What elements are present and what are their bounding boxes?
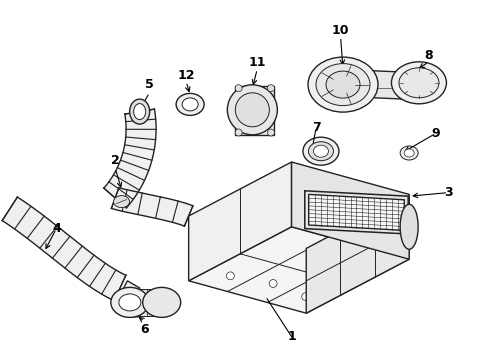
Polygon shape <box>360 70 402 99</box>
Polygon shape <box>111 188 193 226</box>
Ellipse shape <box>308 57 378 112</box>
Ellipse shape <box>400 204 418 249</box>
Text: 9: 9 <box>432 127 441 140</box>
Text: 7: 7 <box>312 121 320 134</box>
Ellipse shape <box>143 287 181 318</box>
Ellipse shape <box>119 294 141 311</box>
Ellipse shape <box>268 129 274 136</box>
Text: 11: 11 <box>248 57 266 69</box>
Text: 3: 3 <box>444 186 453 199</box>
Ellipse shape <box>303 137 339 165</box>
Ellipse shape <box>130 99 149 124</box>
Ellipse shape <box>268 85 274 92</box>
Ellipse shape <box>270 280 277 287</box>
Ellipse shape <box>176 93 204 116</box>
Ellipse shape <box>235 93 270 127</box>
Ellipse shape <box>111 287 149 318</box>
Polygon shape <box>189 162 292 281</box>
Text: 12: 12 <box>177 69 195 82</box>
Text: 1: 1 <box>287 330 296 343</box>
Polygon shape <box>120 281 140 317</box>
Polygon shape <box>104 109 156 208</box>
Ellipse shape <box>404 149 414 157</box>
Text: 5: 5 <box>145 78 154 91</box>
Ellipse shape <box>302 293 310 301</box>
Ellipse shape <box>235 85 242 92</box>
Ellipse shape <box>182 98 198 111</box>
Polygon shape <box>2 197 126 301</box>
Polygon shape <box>235 86 274 135</box>
Polygon shape <box>130 289 162 316</box>
Polygon shape <box>309 194 404 230</box>
Ellipse shape <box>134 104 146 120</box>
Ellipse shape <box>235 129 242 136</box>
Ellipse shape <box>316 64 370 105</box>
Text: 6: 6 <box>140 323 149 336</box>
Ellipse shape <box>308 142 334 161</box>
Ellipse shape <box>400 146 418 160</box>
Ellipse shape <box>226 272 234 280</box>
Polygon shape <box>306 194 409 313</box>
Ellipse shape <box>392 62 446 104</box>
Ellipse shape <box>314 145 328 157</box>
Polygon shape <box>189 227 409 313</box>
Polygon shape <box>292 162 409 259</box>
Ellipse shape <box>227 85 277 135</box>
Ellipse shape <box>399 68 439 98</box>
Text: 4: 4 <box>52 222 61 235</box>
Text: 8: 8 <box>424 49 433 62</box>
Ellipse shape <box>326 71 360 98</box>
Text: 2: 2 <box>111 154 120 167</box>
Ellipse shape <box>114 195 129 208</box>
Text: 10: 10 <box>332 24 349 37</box>
